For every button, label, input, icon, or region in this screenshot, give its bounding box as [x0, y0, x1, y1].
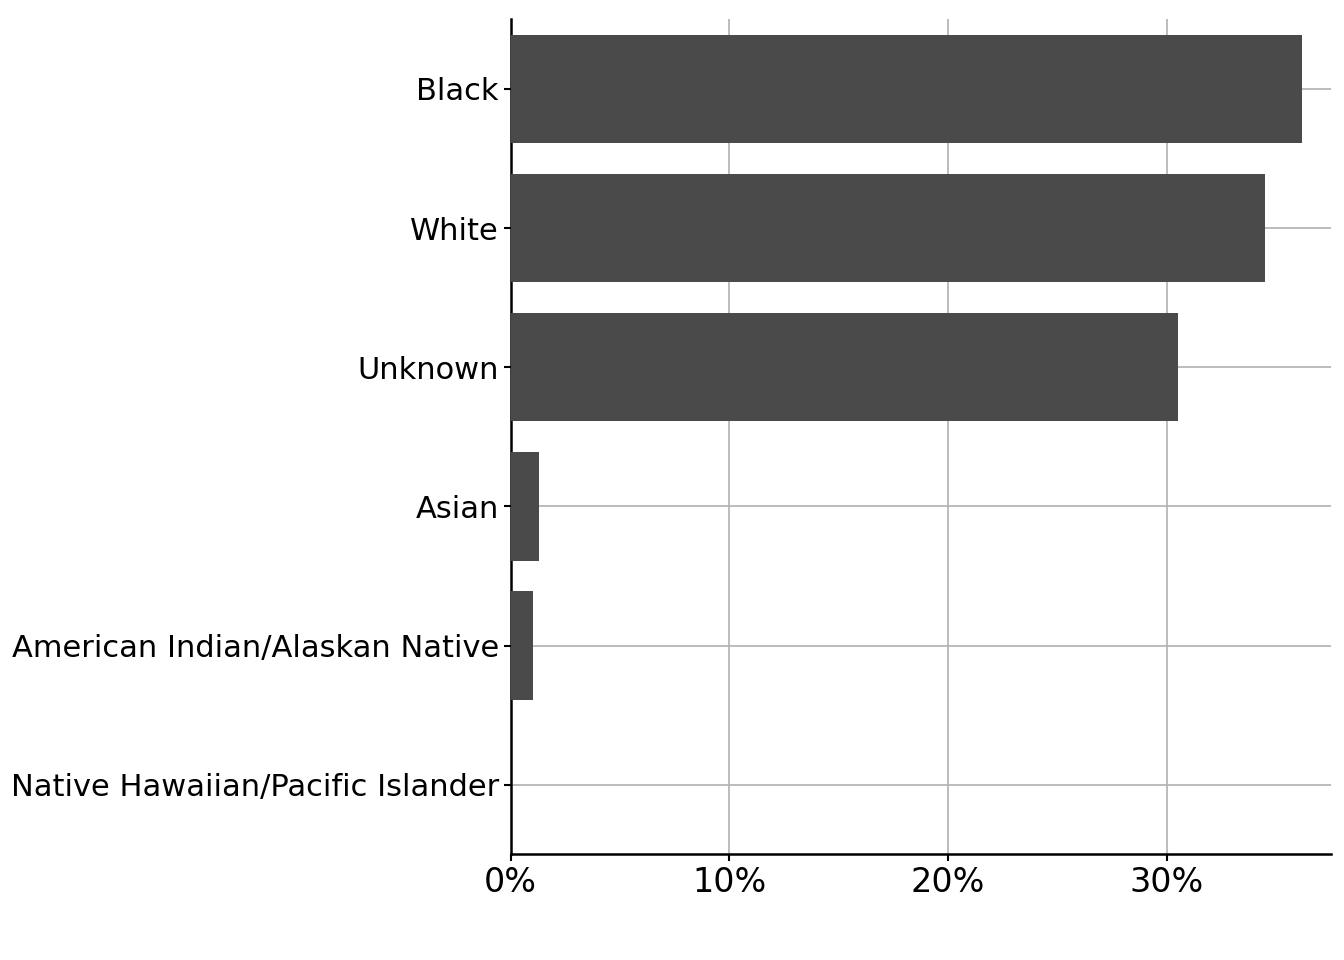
Bar	[511, 174, 1265, 282]
Bar	[511, 313, 1177, 421]
Bar	[511, 452, 539, 561]
Bar	[511, 591, 532, 700]
Bar	[511, 35, 1302, 143]
